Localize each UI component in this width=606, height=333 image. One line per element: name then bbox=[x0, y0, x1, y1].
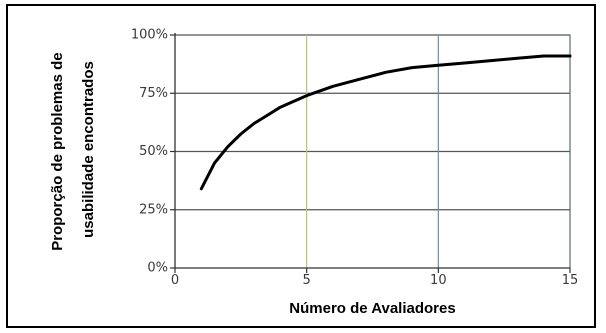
y-axis-title-line-1: Proporção de problemas de bbox=[49, 52, 66, 250]
y-tick-label: 0% bbox=[147, 261, 168, 276]
y-tick-label: 100% bbox=[131, 28, 168, 43]
x-tick-label: 10 bbox=[430, 273, 447, 288]
y-tick-label: 50% bbox=[139, 144, 168, 159]
y-tick-label: 75% bbox=[139, 86, 168, 101]
grid bbox=[175, 34, 571, 268]
y-tick-label: 25% bbox=[139, 202, 168, 217]
x-tick-label: 5 bbox=[303, 273, 311, 288]
axes bbox=[170, 33, 571, 273]
x-axis-title: Número de Avaliadores bbox=[289, 300, 455, 317]
series-group bbox=[199, 54, 572, 191]
y-axis-title-line-2: usabilidade encontrados bbox=[80, 61, 97, 238]
x-tick-label: 15 bbox=[562, 273, 579, 288]
tick-labels: 0% 25% 50% 75% 100% 0 5 10 15 bbox=[131, 28, 578, 288]
series-line-0 bbox=[199, 54, 572, 191]
x-tick-label: 0 bbox=[171, 273, 179, 288]
y-axis-title: Proporção de problemas de usabilidade en… bbox=[49, 48, 97, 251]
